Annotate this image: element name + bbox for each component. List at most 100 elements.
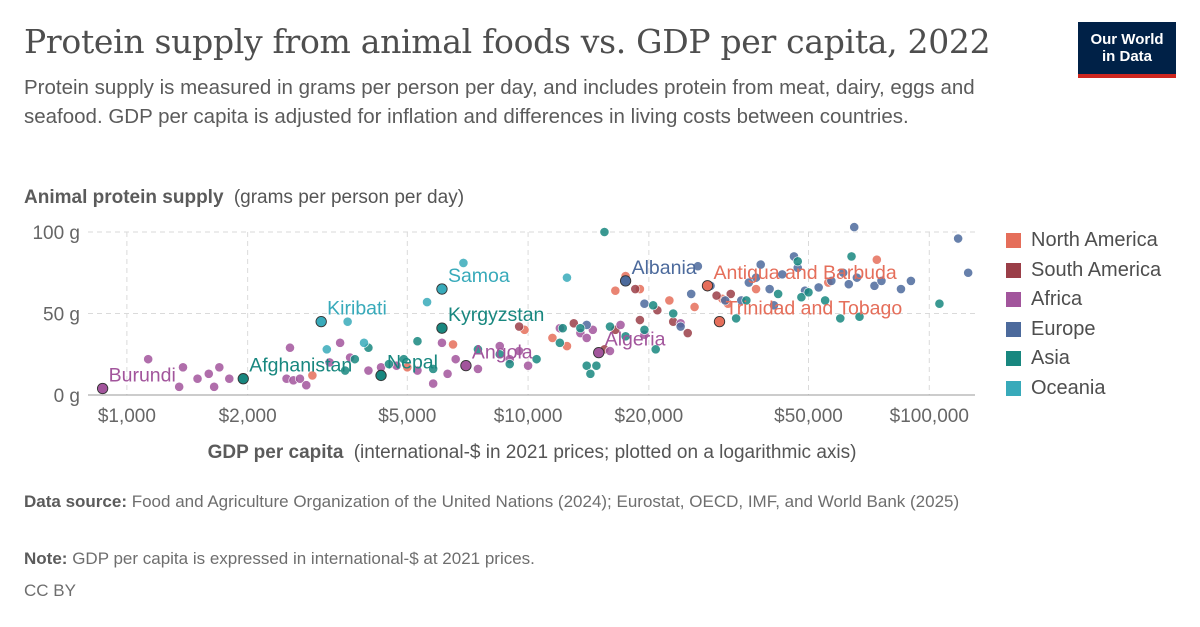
x-tick-label: $100,000 xyxy=(890,406,969,427)
data-point xyxy=(610,285,621,296)
data-point xyxy=(285,342,295,353)
data-point xyxy=(568,318,579,329)
x-axis-title: GDP per capita (international-$ in 2021 … xyxy=(208,442,857,463)
data-point xyxy=(575,323,586,334)
data-point xyxy=(854,311,865,322)
data-point xyxy=(203,368,214,379)
data-point xyxy=(349,354,360,365)
x-axis-title-unit: (international-$ in 2021 prices; plotted… xyxy=(354,442,857,463)
legend-label: Oceania xyxy=(1031,376,1106,399)
data-point xyxy=(473,344,483,355)
logo-line-1: Our World xyxy=(1090,31,1164,48)
legend-label: North America xyxy=(1031,229,1158,252)
y-tick-label: 100 g xyxy=(32,223,80,244)
legend-item[interactable]: Oceania xyxy=(1006,374,1161,404)
data-point xyxy=(838,267,849,278)
data-point xyxy=(557,323,568,334)
data-point xyxy=(764,284,775,294)
data-point xyxy=(581,333,592,343)
legend-item[interactable]: North America xyxy=(1006,226,1161,256)
data-point xyxy=(581,360,592,371)
legend-swatch xyxy=(1006,292,1021,308)
labelled-point xyxy=(315,315,327,328)
axes: 0 g 50 g 100 g $1,000 $2,000 $5,000 $10,000 $20… xyxy=(32,223,975,427)
data-point xyxy=(473,364,483,374)
legend-label: Europe xyxy=(1031,317,1096,340)
point-label: Antigua and Barbuda xyxy=(713,262,896,284)
x-tick-label: $1,000 xyxy=(98,406,156,427)
data-point xyxy=(751,284,761,294)
data-point xyxy=(896,284,906,294)
data-point xyxy=(906,275,916,286)
data-point xyxy=(769,300,779,311)
data-point xyxy=(803,287,814,298)
data-point xyxy=(523,360,533,371)
data-point xyxy=(826,275,837,286)
data-point xyxy=(792,256,803,267)
data-point xyxy=(214,362,225,373)
data-point xyxy=(605,346,615,356)
data-point xyxy=(192,373,203,384)
data-point xyxy=(953,233,964,244)
data-point xyxy=(599,227,610,237)
owid-logo[interactable]: Our World in Data xyxy=(1078,22,1176,78)
data-point xyxy=(620,331,631,342)
point-label: Trinidad and Tobago xyxy=(726,298,903,320)
data-point xyxy=(321,344,332,355)
legend-item[interactable]: Asia xyxy=(1006,344,1161,374)
data-point xyxy=(301,380,312,391)
data-point xyxy=(307,370,318,381)
note-label: Note: xyxy=(24,549,68,568)
data-source: Data source: Food and Agriculture Organi… xyxy=(24,490,1144,514)
data-point xyxy=(639,298,650,309)
point-label: Kyrgyzstan xyxy=(448,304,544,326)
data-point xyxy=(668,308,679,319)
grid xyxy=(88,231,975,395)
data-point xyxy=(178,362,188,373)
point-label: Samoa xyxy=(448,265,510,287)
labelled-point xyxy=(619,275,632,287)
x-tick-label: $5,000 xyxy=(378,406,436,427)
legend-label: Africa xyxy=(1031,288,1083,311)
data-point xyxy=(664,295,675,306)
legend-label: Asia xyxy=(1031,347,1070,370)
data-point xyxy=(324,357,335,368)
x-tick-label: $2,000 xyxy=(219,406,277,427)
note: Note: GDP per capita is expressed in int… xyxy=(24,547,1144,571)
data-point xyxy=(531,354,542,365)
data-point xyxy=(209,381,220,392)
data-point xyxy=(635,315,645,325)
data-point xyxy=(412,336,423,347)
data-point xyxy=(876,275,887,286)
data-point xyxy=(442,368,453,379)
data-point xyxy=(437,337,447,348)
point-label: Angola xyxy=(472,342,533,364)
legend-item[interactable]: Europe xyxy=(1006,315,1161,345)
data-point xyxy=(692,261,703,272)
data-point xyxy=(458,258,469,268)
data-point xyxy=(871,254,882,265)
legend-swatch xyxy=(1006,262,1021,278)
data-point xyxy=(639,324,650,335)
source-label: Data source: xyxy=(24,492,127,511)
y-tick-label: 0 g xyxy=(54,386,80,407)
y-tick-label: 50 g xyxy=(43,305,80,326)
labelled-point xyxy=(436,283,448,295)
point-label: Kiribati xyxy=(327,298,387,320)
y-axis-title-main: Animal protein supply xyxy=(24,187,224,208)
point-label: Nepal xyxy=(387,351,438,373)
license[interactable]: CC BY xyxy=(24,581,76,600)
legend-item[interactable]: South America xyxy=(1006,256,1161,286)
data-point xyxy=(562,272,572,283)
data-point xyxy=(224,373,235,384)
data-point xyxy=(711,290,722,301)
data-point xyxy=(554,337,565,348)
y-axis-title-unit: (grams per person per day) xyxy=(234,187,464,208)
x-axis-title-main: GDP per capita xyxy=(208,442,344,463)
data-point xyxy=(504,359,515,369)
legend-swatch xyxy=(1006,321,1021,337)
data-point xyxy=(755,259,766,270)
legend-item[interactable]: Africa xyxy=(1006,285,1161,315)
data-point xyxy=(720,295,731,306)
labelled-point xyxy=(375,369,387,382)
